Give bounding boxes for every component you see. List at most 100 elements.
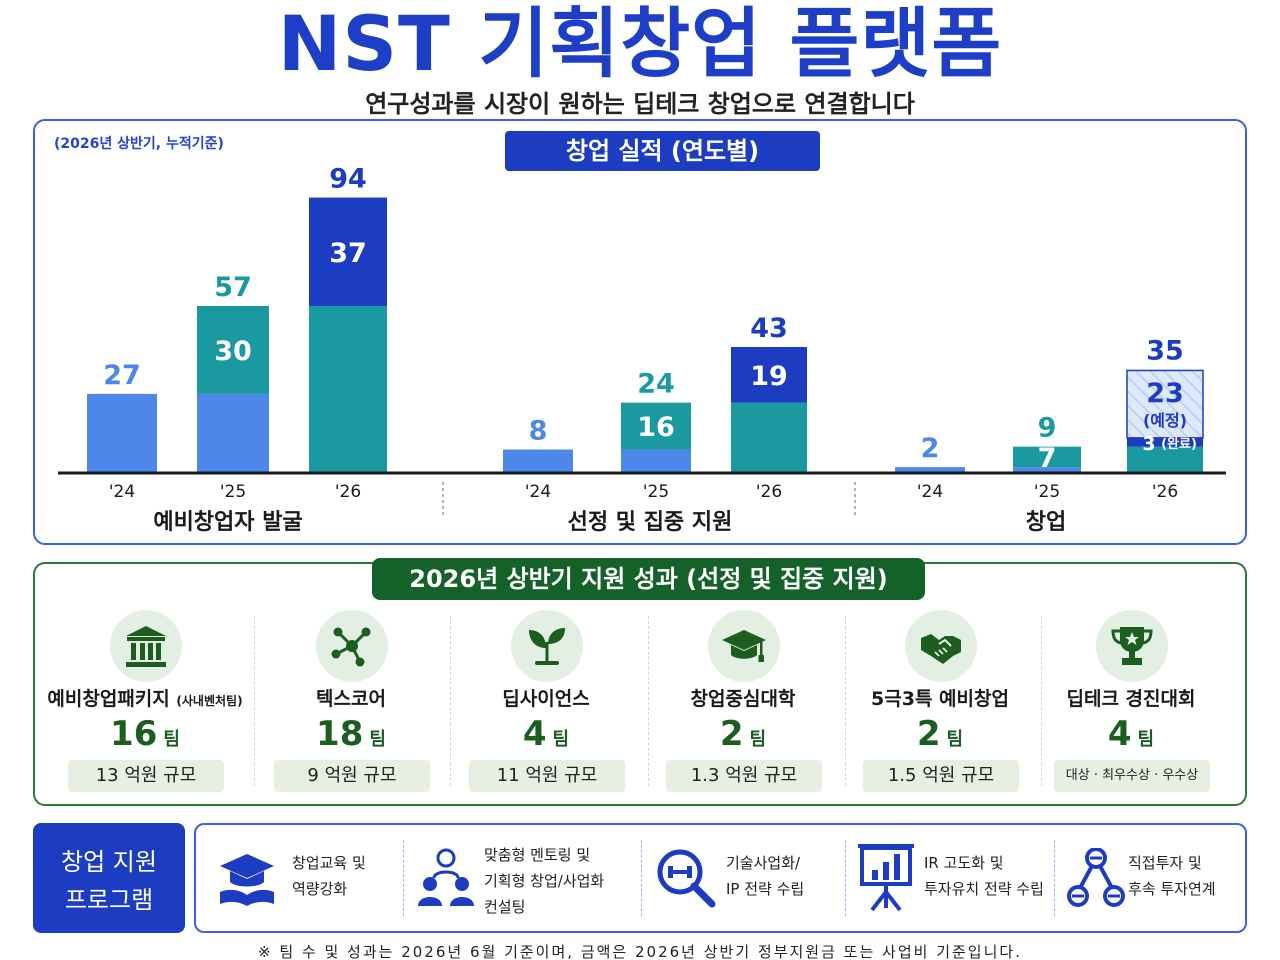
bar-segment-base — [895, 467, 965, 473]
card-count: 18 팀 — [316, 714, 386, 754]
bar-segment-increment — [197, 305, 269, 394]
graduation-book-icon — [220, 854, 274, 906]
bar-total-label: 2 — [921, 433, 940, 464]
group-label: 창업 — [1025, 510, 1067, 535]
basis-note: (2026년 상반기, 누적기준) — [54, 136, 224, 152]
support-card: 텍스코어 18 팀 9 억원 규모 — [253, 606, 449, 801]
program-divider — [1054, 840, 1055, 916]
footnote: ※ 팀 수 및 성과는 2026년 6월 기준이며, 금액은 2026년 상반기… — [258, 943, 1022, 960]
x-tick-label: '24 — [525, 482, 551, 502]
page-title: NST 기획창업 플랫폼 — [277, 0, 1003, 88]
group-label: 선정 및 집중 지원 — [567, 510, 733, 535]
bar-segment-increment — [1013, 446, 1081, 468]
bar-planned-label: 23 — [1146, 378, 1184, 409]
bar-segment-increment — [621, 402, 691, 450]
bar-completed-note: (완료) — [1161, 437, 1197, 452]
support-heading: 2026년 상반기 지원 성과 (선정 및 집중 지원) — [372, 558, 925, 600]
card-count: 16 팀 — [110, 714, 180, 754]
bar-increment-label: 19 — [750, 361, 788, 392]
x-tick-label: '26 — [1152, 482, 1178, 502]
card-name: 딥사이언스 — [502, 688, 590, 710]
presentation-board-icon — [858, 844, 914, 912]
bar-segment-base — [621, 449, 691, 473]
x-tick-label: '26 — [756, 482, 782, 502]
bar-planned-note: (예정) — [1143, 411, 1187, 430]
magnifier-icon — [657, 849, 716, 908]
handshake-icon — [905, 610, 977, 682]
card-name: 창업중심대학 — [690, 688, 796, 710]
bar-segment-base — [503, 449, 573, 473]
card-scale: 11 억원 규모 — [469, 760, 625, 792]
card-scale: 9 억원 규모 — [274, 760, 430, 792]
bar-segment-base — [731, 402, 807, 473]
bar-total-label: 57 — [214, 272, 252, 303]
card-divider — [648, 616, 649, 786]
card-name: 딥테크 경진대회 — [1066, 688, 1196, 710]
bar-total-label: 8 — [529, 416, 548, 447]
card-divider — [450, 616, 451, 786]
card-name: 예비창업패키지 (사내벤처팀) — [47, 688, 243, 710]
program-item: 창업교육 및 역량강화 — [212, 828, 402, 928]
bar-segment-base — [309, 305, 387, 473]
bar-increment-label: 16 — [637, 412, 675, 443]
sprout-icon — [511, 610, 583, 682]
card-scale: 1.5 억원 규모 — [863, 760, 1019, 792]
program-item: 맞춤형 멘토링 및 기획형 창업/사업화 컨설팅 — [412, 828, 642, 928]
bar-segment-base — [197, 393, 269, 473]
network-icon — [316, 610, 388, 682]
card-scale: 13 억원 규모 — [68, 760, 224, 792]
bar-segment-completed — [1127, 437, 1203, 447]
program-divider — [641, 840, 642, 916]
bar-increment-label: 7 — [1038, 443, 1057, 474]
performance-chart: 27'245730'259437'268'242416'254319'262'2… — [58, 164, 1226, 518]
bar-segment-base — [87, 393, 157, 473]
card-scale: 1.3 억원 규모 — [666, 760, 822, 792]
x-tick-label: '24 — [917, 482, 943, 502]
program-item: 기술사업화/IP 전략 수립 — [650, 828, 850, 928]
trophy-icon — [1096, 610, 1168, 682]
program-item: IR 고도화 및 투자유치 전략 수립 — [852, 828, 1052, 928]
card-name: 텍스코어 — [316, 688, 386, 710]
bar-total-label: 35 — [1146, 335, 1184, 366]
bar-completed-label: 3 — [1142, 433, 1155, 455]
bar-total-label: 94 — [329, 164, 367, 195]
mentoring-people-icon — [418, 848, 474, 906]
program-label: 창업 지원 프로그램 — [33, 823, 185, 933]
x-tick-label: '25 — [1034, 482, 1060, 502]
card-name: 5극3특 예비창업 — [871, 688, 1009, 710]
card-scale: 대상 · 최우수상 · 우수상 — [1054, 760, 1210, 792]
bar-increment-label: 30 — [214, 336, 252, 367]
card-divider — [254, 616, 255, 786]
program-divider — [403, 840, 404, 916]
graduation-cap-icon — [708, 610, 780, 682]
bar-total-label: 9 — [1038, 413, 1057, 444]
program-divider — [845, 840, 846, 916]
bar-increment-label: 37 — [329, 238, 367, 269]
bar-total-label: 27 — [103, 360, 141, 391]
bar-segment-base — [1013, 467, 1081, 473]
performance-heading: 창업 실적 (연도별) — [505, 131, 820, 171]
bar-segment-increment — [309, 197, 387, 306]
investment-link-icon — [1067, 848, 1125, 907]
card-divider — [1041, 616, 1042, 786]
group-label: 예비창업자 발굴 — [153, 510, 303, 535]
program-item: 직접투자 및 후속 투자연계 — [1062, 828, 1242, 928]
bar-segment-planned — [1126, 369, 1204, 439]
support-card: 예비창업패키지 (사내벤처팀) 16 팀 13 억원 규모 — [47, 606, 243, 801]
card-divider — [845, 616, 846, 786]
x-tick-label: '25 — [643, 482, 669, 502]
bar-segment-base — [1127, 446, 1203, 473]
bar-total-label: 43 — [750, 313, 788, 344]
x-tick-label: '26 — [335, 482, 361, 502]
x-tick-label: '25 — [220, 482, 246, 502]
page-subtitle: 연구성과를 시장이 원하는 딥테크 창업으로 연결합니다 — [365, 90, 915, 118]
program-panel — [194, 823, 1247, 933]
bar-total-label: 24 — [637, 369, 675, 400]
